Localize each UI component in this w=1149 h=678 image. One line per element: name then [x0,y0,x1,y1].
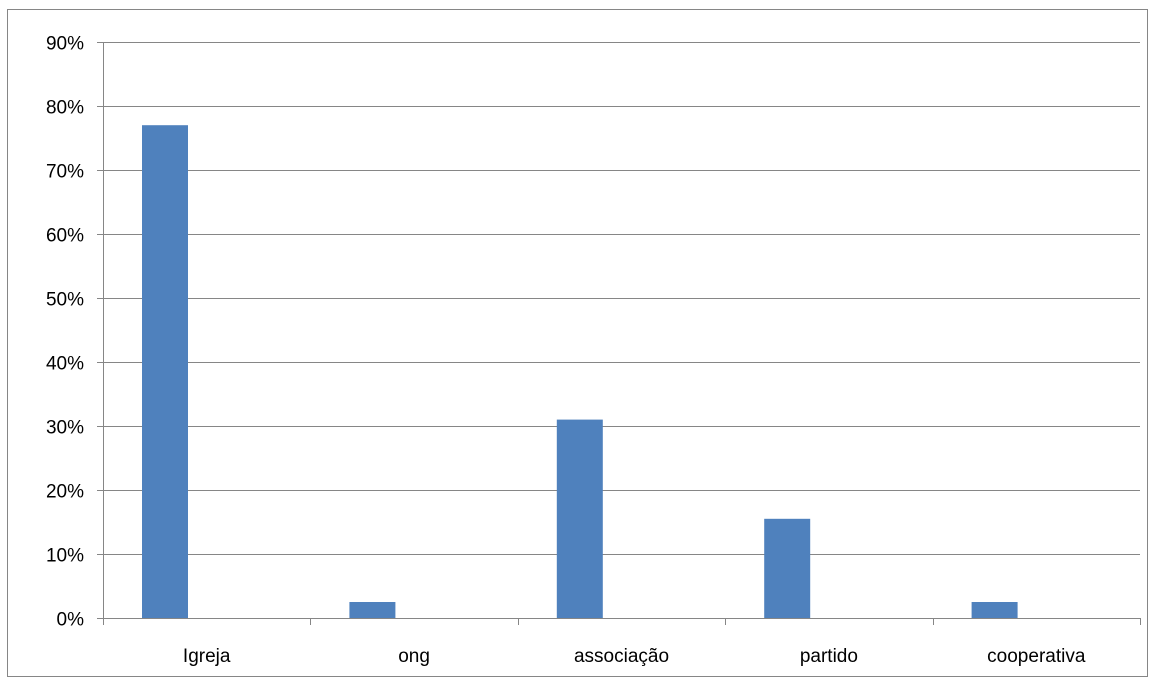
y-tick-label: 0% [57,610,85,631]
x-tick-label: ong [398,646,430,667]
y-tick-label: 70% [46,162,84,183]
bar-series [142,125,1018,618]
y-tick-label: 90% [46,34,84,55]
y-tick-label: 30% [46,418,84,439]
y-tick-label: 10% [46,546,84,567]
bar-igreja [142,125,188,618]
y-tick-label: 40% [46,354,84,375]
bar-cooperativa [971,602,1018,618]
x-axis-tick-labels: Igreja ong associação partido cooperativa [183,646,1086,667]
x-tick-label: Igreja [183,646,231,667]
gridlines [103,42,1140,555]
y-tick-label: 50% [46,290,84,311]
bar-partido [764,518,811,618]
bar-associacao [556,419,603,618]
axes [97,42,1141,625]
y-tick-label: 20% [46,482,84,503]
bar-ong [349,602,396,618]
y-axis-tick-labels: 0% 10% 20% 30% 40% 50% 60% 70% 80% 90% [46,34,84,631]
x-tick-label: partido [800,646,858,667]
y-tick-label: 80% [46,98,84,119]
y-tick-label: 60% [46,226,84,247]
x-tick-label: associação [574,646,669,667]
x-tick-label: cooperativa [987,646,1086,667]
